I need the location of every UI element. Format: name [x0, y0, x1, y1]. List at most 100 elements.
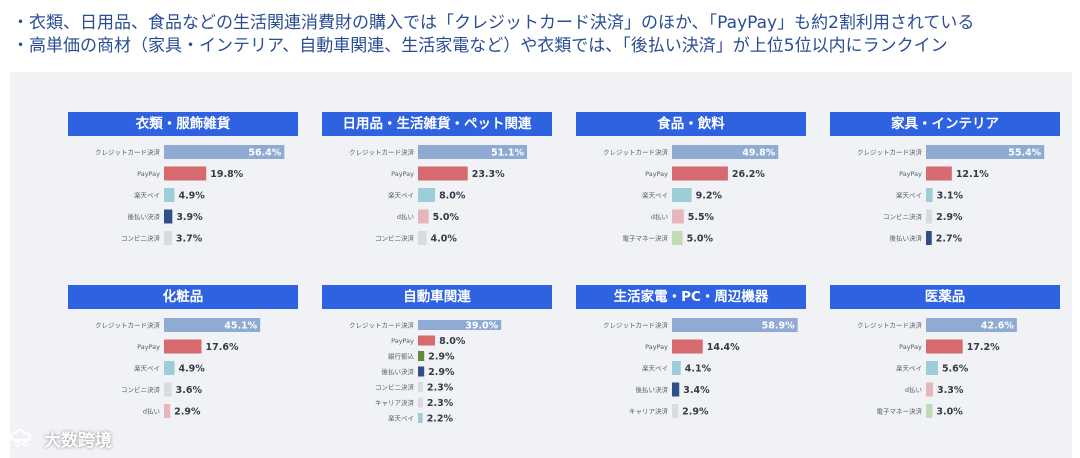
category-label: 楽天ペイ: [388, 191, 414, 200]
value-label: 5.5%: [688, 212, 715, 223]
value-label: 9.2%: [696, 191, 723, 202]
category-label: クレジットカード決済: [95, 148, 161, 157]
value-label: 17.2%: [967, 342, 1000, 353]
bar: [418, 351, 425, 361]
category-label: 楽天ペイ: [134, 191, 160, 200]
value-label: 58.9%: [762, 321, 795, 332]
category-label: クレジットカード決済: [349, 148, 415, 157]
chart-5: 自動車関連 クレジットカード決済 39.0% PayPay 8.0% 銀行振込 2.9% 後…: [322, 285, 552, 455]
bar: [418, 166, 468, 181]
value-label: 2.9%: [428, 367, 455, 378]
bar: [926, 318, 1017, 332]
category-label: コンビニ決済: [375, 383, 415, 392]
chart-title: 化粧品: [68, 285, 298, 309]
bar: [926, 231, 932, 245]
bar: [672, 209, 684, 224]
value-label: 4.0%: [431, 234, 458, 245]
header-line-1: ・衣類、日用品、食品などの生活関連消費財の購入では「クレジットカード決済」のほか…: [12, 13, 975, 33]
bar: [164, 145, 285, 159]
bar-chart-svg: クレジットカード決済 58.9% PayPay 14.4% 楽天ペイ 4.1% 後払い決済 3…: [603, 318, 798, 418]
bar: [164, 404, 171, 418]
category-label: コンビニ決済: [375, 234, 415, 243]
category-label: 楽天ペイ: [642, 191, 668, 200]
value-label: 3.4%: [683, 385, 710, 396]
category-label: PayPay: [137, 170, 160, 178]
value-label: 56.4%: [248, 148, 281, 159]
category-label: 電子マネー決済: [623, 234, 669, 243]
bar: [164, 231, 172, 245]
bar-chart-svg: クレジットカード決済 56.4% PayPay 19.8% 楽天ペイ 4.9% 後払い決済 3…: [95, 145, 285, 245]
chart-2: 食品・飲料 クレジットカード決済 49.8% PayPay 26.2% 楽天ペイ 9.2%…: [576, 112, 806, 282]
chart-title: 生活家電・PC・周辺機器: [576, 285, 806, 309]
category-label: d払い: [651, 212, 668, 221]
header: ・衣類、日用品、食品などの生活関連消費財の購入では「クレジットカード決済」のほか…: [12, 12, 1072, 58]
bar: [418, 382, 423, 392]
value-label: 12.1%: [956, 169, 989, 180]
bar: [164, 209, 173, 224]
value-label: 55.4%: [1008, 148, 1041, 159]
category-label: PayPay: [137, 343, 160, 351]
value-label: 23.3%: [472, 169, 505, 180]
bar-chart-svg: クレジットカード決済 42.6% PayPay 17.2% 楽天ペイ 5.6% d払い 3.3…: [857, 318, 1017, 418]
bar-chart-svg: クレジットカード決済 45.1% PayPay 17.6% 楽天ペイ 4.9% コンビニ決済…: [95, 318, 261, 418]
value-label: 8.0%: [439, 336, 466, 347]
category-label: PayPay: [899, 343, 922, 351]
category-label: クレジットカード決済: [857, 321, 923, 330]
chart-title: 衣類・服飾雑貨: [68, 112, 298, 136]
value-label: 3.1%: [937, 191, 964, 202]
category-label: 楽天ペイ: [134, 364, 160, 373]
category-label: クレジットカード決済: [349, 321, 415, 330]
chart-title: 自動車関連: [322, 285, 552, 309]
category-label: PayPay: [645, 170, 668, 178]
category-label: コンビニ決済: [121, 234, 161, 243]
bar: [418, 145, 528, 159]
chart-3: 家具・インテリア クレジットカード決済 55.4% PayPay 12.1% 楽天ペイ 3…: [830, 112, 1060, 282]
category-label: クレジットカード決済: [603, 148, 669, 157]
bar: [672, 382, 680, 397]
value-label: 2.9%: [174, 407, 201, 418]
bar: [926, 166, 952, 181]
watermark-logo-icon: [10, 429, 32, 448]
value-label: 45.1%: [224, 321, 257, 332]
category-label: 後払い決済: [382, 367, 415, 376]
bar: [418, 209, 429, 224]
value-label: 39.0%: [465, 321, 498, 332]
chart-7: 医薬品 クレジットカード決済 42.6% PayPay 17.2% 楽天ペイ 5.6% d払…: [830, 285, 1060, 455]
value-label: 14.4%: [707, 342, 740, 353]
value-label: 2.7%: [936, 234, 963, 245]
value-label: 2.2%: [427, 414, 454, 425]
value-label: 19.8%: [210, 169, 243, 180]
bar: [418, 397, 423, 408]
bar: [164, 318, 261, 332]
value-label: 2.9%: [682, 407, 709, 418]
value-label: 3.7%: [176, 234, 203, 245]
chart-title: 家具・インテリア: [830, 112, 1060, 136]
category-label: PayPay: [391, 170, 414, 178]
watermark: 大数跨境: [8, 427, 112, 451]
bar-chart-svg: クレジットカード決済 39.0% PayPay 8.0% 銀行振込 2.9% 後払い決済 2.…: [349, 320, 502, 425]
category-label: 楽天ペイ: [388, 414, 414, 423]
bar: [164, 382, 172, 397]
category-label: 後払い決済: [890, 234, 923, 243]
bar: [926, 339, 963, 354]
category-label: 電子マネー決済: [877, 407, 923, 416]
watermark-text: 大数跨境: [44, 430, 112, 451]
value-label: 49.8%: [742, 148, 775, 159]
category-label: コンビニ決済: [121, 385, 161, 394]
value-label: 3.0%: [936, 407, 963, 418]
bar: [926, 382, 934, 397]
bar: [418, 366, 425, 377]
value-label: 2.9%: [936, 212, 963, 223]
bar: [418, 413, 423, 423]
bar: [672, 166, 728, 181]
bar: [164, 188, 175, 202]
category-label: キャリア決済: [375, 398, 415, 407]
bar: [672, 318, 798, 332]
bar: [672, 404, 679, 418]
bar: [672, 361, 681, 375]
bar: [164, 339, 202, 354]
category-label: クレジットカード決済: [95, 321, 161, 330]
bar: [164, 166, 207, 181]
bar: [926, 209, 933, 224]
chart-title: 医薬品: [830, 285, 1060, 309]
